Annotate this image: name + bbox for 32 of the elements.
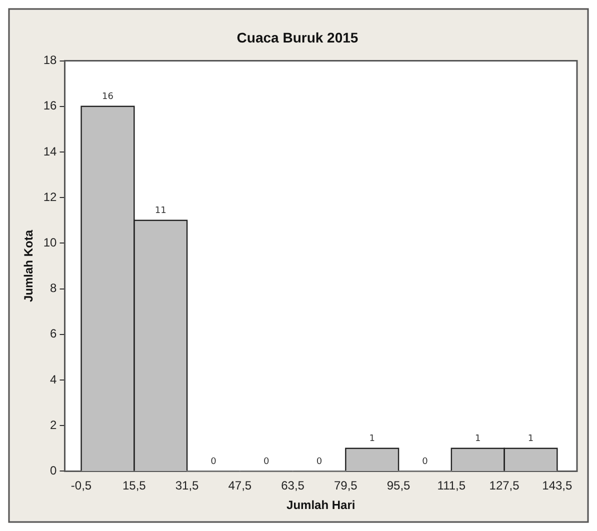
y-tick-label: 6: [50, 326, 58, 341]
y-tick-label: 10: [43, 236, 58, 250]
y-tick-label: 16: [43, 98, 58, 113]
data-label: 1: [528, 434, 534, 444]
x-axis-title: Jumlah Hari: [286, 498, 356, 512]
x-tick-label: 95,5: [386, 478, 411, 493]
x-tick-label: 111,5: [437, 478, 466, 493]
data-label: 11: [154, 206, 166, 216]
y-tick-label: 4: [50, 372, 58, 386]
data-label: 0: [316, 457, 322, 468]
x-tick-label: 127,5: [489, 478, 520, 493]
data-label: 1: [474, 434, 481, 444]
x-tick-label: 47,5: [228, 478, 252, 493]
x-tick-label: 79,5: [334, 478, 358, 493]
data-label: 1: [369, 434, 375, 444]
y-axis-title: Jumlah Kota: [22, 230, 36, 302]
x-tick-label: 31,5: [175, 478, 200, 493]
y-tick-label: 8: [50, 281, 58, 296]
x-tick-label: 63,5: [281, 478, 305, 493]
data-label: 16: [102, 92, 114, 102]
data-label: 0: [422, 457, 428, 468]
data-label: 0: [263, 457, 270, 468]
y-tick-label: 18: [43, 53, 58, 68]
x-tick-label: 143,5: [542, 478, 573, 493]
x-tick-label: -0,5: [70, 478, 92, 493]
y-tick-label: 12: [43, 190, 58, 204]
y-tick-label: 0: [50, 464, 58, 478]
x-tick-label: 15,5: [122, 478, 146, 493]
chart-title: Cuaca Buruk 2015: [236, 29, 358, 46]
y-tick-label: 2: [50, 418, 58, 432]
y-tick-label: 14: [43, 144, 58, 158]
data-label: 0: [210, 457, 217, 468]
